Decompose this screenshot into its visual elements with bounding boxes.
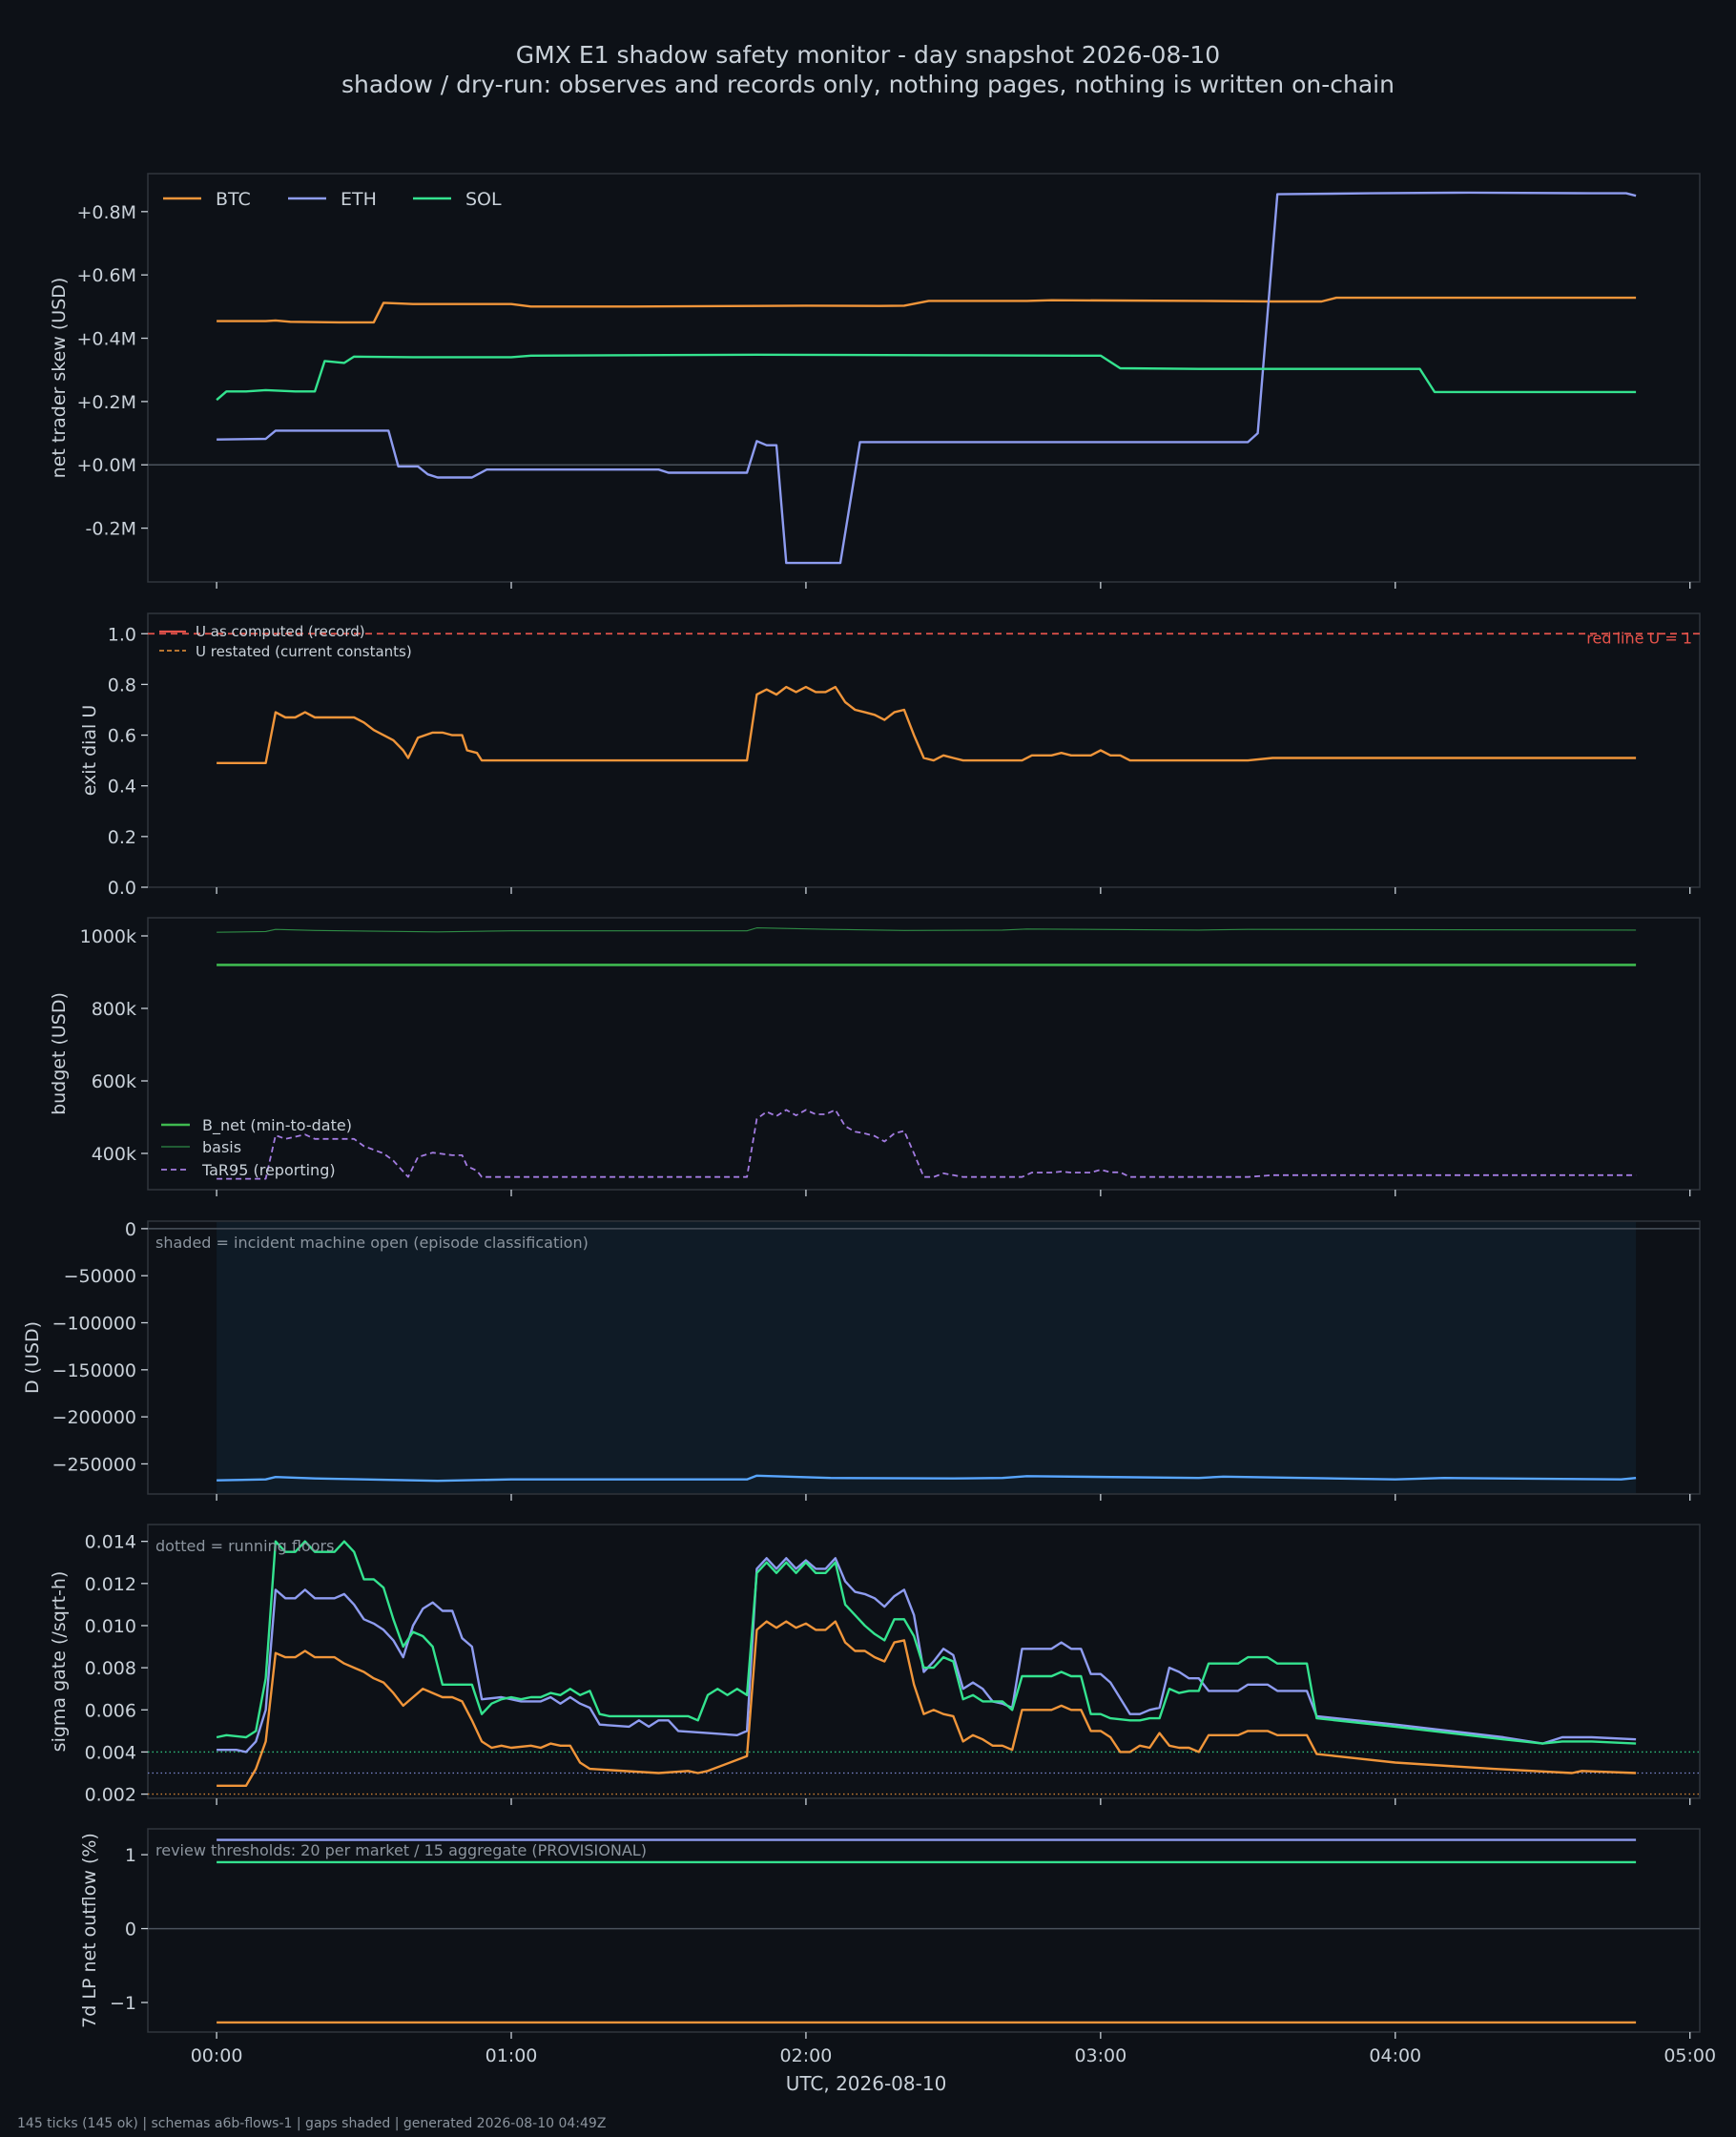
y-tick-label: 400k — [92, 1144, 136, 1165]
y-tick-label: 0.0 — [108, 878, 136, 899]
panel-sigma: 0.002 0.004 0.006 0.008 0.010 0.012 0.014 sigma… — [49, 1524, 1701, 1806]
y-tick-label: 0 — [125, 1919, 136, 1940]
y-tick-label: 0.012 — [85, 1574, 136, 1595]
panel-lp_outflow: 00:00 01:00 02:00 03:00 04:00 05:00 −1 0 1 7d LP … — [79, 1828, 1716, 2066]
legend-label: basis — [202, 1138, 241, 1156]
legend-label: ETH — [341, 189, 377, 210]
y-tick-label: +0.0M — [76, 455, 136, 476]
y-tick-label: 0.2 — [108, 827, 136, 848]
y-tick-label: 0.8 — [108, 674, 136, 695]
y-tick-label: 1000k — [80, 926, 136, 947]
x-tick-label: 04:00 — [1369, 2045, 1421, 2066]
y-tick-label: +0.8M — [76, 202, 136, 223]
shaded-region — [217, 1222, 1637, 1493]
y-tick-label: +0.2M — [76, 392, 136, 413]
y-axis-label: exit dial U — [79, 705, 100, 797]
panel-skew: -0.2M +0.0M +0.2M +0.4M +0.6M +0.8M net trader… — [49, 173, 1701, 589]
series-line-skew-btc — [217, 296, 1637, 324]
y-axis-label: sigma gate (/sqrt-h) — [49, 1571, 70, 1753]
panel-note: shaded = incident machine open (episode … — [155, 1234, 589, 1252]
y-tick-label: +0.6M — [76, 265, 136, 286]
y-tick-label: 0.014 — [85, 1532, 136, 1553]
y-tick-label: 0.010 — [85, 1616, 136, 1637]
y-tick-label: 600k — [92, 1071, 136, 1092]
panels: -0.2M +0.0M +0.2M +0.4M +0.6M +0.8M net trader… — [22, 173, 1716, 2066]
y-tick-label: -0.2M — [86, 519, 136, 540]
y-tick-label: 0.004 — [85, 1742, 136, 1763]
y-tick-label: −1 — [110, 1993, 136, 2014]
y-tick-label: 1.0 — [108, 624, 136, 645]
footer-text: 145 ticks (145 ok) | schemas a6b-flows-1… — [17, 2116, 606, 2131]
y-tick-label: +0.4M — [76, 329, 136, 350]
legend-label: SOL — [465, 189, 502, 210]
y-tick-label: −250000 — [52, 1454, 136, 1475]
series-line-sigma-sol — [216, 1540, 1637, 1745]
y-tick-label: 0.6 — [108, 726, 136, 747]
panel-exit_dial: 0.0 0.2 0.4 0.6 0.8 1.0 exit dial U red line U … — [79, 612, 1701, 899]
y-axis-label: net trader skew (USD) — [49, 278, 70, 479]
series-line-budget-tar95 — [217, 1109, 1637, 1180]
y-tick-label: 0.008 — [85, 1658, 136, 1679]
y-axis-label: D (USD) — [22, 1321, 43, 1394]
x-axis-label: UTC, 2026-08-10 — [786, 2072, 947, 2095]
y-axis-label: budget (USD) — [49, 992, 70, 1115]
legend-label: TaR95 (reporting) — [201, 1161, 336, 1179]
panel-frame — [147, 917, 1701, 1191]
panel-frame — [147, 612, 1701, 888]
chart-subtitle: shadow / dry-run: observes and records o… — [341, 71, 1395, 98]
legend-label: U restated (current constants) — [196, 643, 412, 660]
legend-label: U as computed (record) — [196, 623, 365, 640]
y-tick-label: −50000 — [64, 1266, 136, 1287]
panel-note: dotted = running floors — [155, 1537, 334, 1555]
x-tick-label: 01:00 — [486, 2045, 538, 2066]
series-line-sigma-eth — [217, 1557, 1637, 1753]
series-line-drawdown-d — [217, 1474, 1637, 1483]
series-line-exit_dial-u — [217, 685, 1637, 764]
panel-frame — [147, 173, 1701, 583]
series-line-sigma-btc — [217, 1620, 1637, 1787]
x-tick-label: 03:00 — [1074, 2045, 1126, 2066]
series-line-budget-basis — [217, 927, 1637, 933]
x-tick-label: 00:00 — [191, 2045, 243, 2066]
y-tick-label: 1 — [125, 1845, 136, 1866]
panel-frame — [147, 1524, 1701, 1799]
panel-drawdown: −250000 −200000 −150000 −100000 −50000 0 D (US… — [22, 1219, 1701, 1501]
y-tick-label: 800k — [92, 999, 136, 1020]
x-tick-label: 05:00 — [1664, 2045, 1716, 2066]
series-line-skew-eth — [217, 191, 1637, 565]
legend-label: B_net (min-to-date) — [202, 1116, 352, 1135]
y-tick-label: 0.006 — [85, 1700, 136, 1721]
panel-budget: 400k 600k 800k 1000k budget (USD) B_net (min-… — [49, 917, 1701, 1196]
x-tick-label: 02:00 — [780, 2045, 833, 2066]
chart-title: GMX E1 shadow safety monitor - day snaps… — [516, 41, 1220, 69]
y-tick-label: −200000 — [52, 1407, 136, 1428]
y-tick-label: 0.4 — [108, 777, 136, 798]
y-tick-label: −150000 — [52, 1360, 136, 1381]
y-tick-label: 0.002 — [85, 1785, 136, 1806]
legend-label: BTC — [216, 189, 251, 210]
red-line-label: red line U = 1 — [1586, 629, 1692, 647]
y-tick-label: 0 — [125, 1219, 136, 1240]
series-line-skew-sol — [216, 353, 1637, 402]
panel-note: review thresholds: 20 per market / 15 ag… — [155, 1841, 647, 1859]
y-tick-label: −100000 — [52, 1314, 136, 1335]
y-axis-label: 7d LP net outflow (%) — [79, 1833, 100, 2028]
